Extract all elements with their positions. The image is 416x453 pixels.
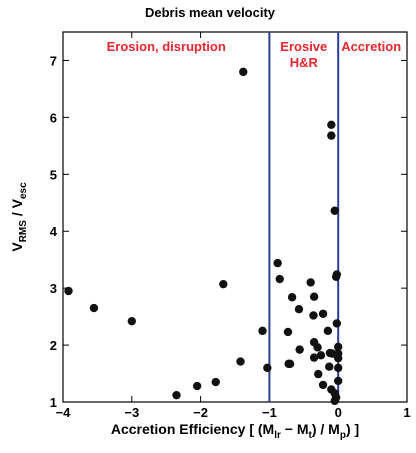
data-point [285, 359, 295, 369]
data-point [236, 357, 245, 366]
axes: −4 −3 −2 −1 0 1 1 2 3 4 5 6 7 [50, 31, 411, 420]
data-point [89, 303, 99, 313]
data-point [127, 316, 136, 326]
data-point [263, 363, 272, 373]
data-point [330, 396, 339, 406]
data-point [330, 206, 339, 215]
data-point [334, 342, 343, 351]
x-tick-label: 1 [403, 405, 410, 420]
data-point [287, 293, 297, 302]
data-point [327, 131, 336, 140]
data-point [295, 345, 304, 354]
data-point [309, 311, 318, 320]
x-tick-label: −3 [124, 405, 139, 420]
x-tick-label: −4 [56, 405, 72, 420]
region-boundaries [268, 32, 340, 402]
x-axis-label: Accretion Efficiency [ (Mlr − Mt) / Mp) … [111, 421, 359, 441]
y-tick-label: 7 [50, 53, 57, 68]
y-tick-label: 1 [50, 395, 57, 410]
data-point [313, 343, 322, 352]
x-tick-label: 0 [335, 405, 342, 420]
data-point [318, 309, 328, 318]
data-point [332, 319, 342, 328]
data-point [323, 326, 333, 336]
data-point [314, 369, 323, 379]
data-point [64, 286, 73, 296]
data-point [331, 272, 341, 281]
x-tick-label: −2 [193, 405, 208, 420]
data-point [275, 274, 284, 284]
y-tick-label: 6 [50, 110, 57, 125]
data-point [192, 381, 202, 391]
region-label: Accretion [341, 39, 401, 54]
data-point [334, 353, 343, 363]
data-point [327, 120, 336, 129]
data-point [309, 292, 319, 301]
region-label-line2: H&R [290, 55, 319, 70]
x-tick-label: −1 [262, 405, 277, 420]
chart-title: Debris mean velocity [145, 5, 276, 20]
data-point [325, 362, 334, 371]
region-label: Erosive [280, 39, 327, 54]
data-point [309, 353, 319, 362]
plot-frame [62, 31, 408, 403]
y-tick-label: 4 [50, 224, 58, 239]
data-point [219, 279, 228, 289]
data-point [306, 278, 315, 287]
y-tick-label: 2 [50, 338, 57, 353]
data-points [64, 67, 343, 406]
y-axis-label: VRMS / Vesc [9, 182, 29, 252]
data-point [172, 390, 181, 400]
data-point [318, 380, 328, 390]
y-tick-label: 5 [50, 167, 57, 182]
data-point [334, 376, 343, 386]
data-point [273, 258, 282, 268]
data-point [239, 67, 248, 77]
data-point [211, 377, 220, 387]
y-tick-label: 3 [50, 281, 57, 296]
data-point [258, 326, 267, 336]
data-point [316, 351, 326, 360]
axis-labels: Accretion Efficiency [ (Mlr − Mt) / Mp) … [9, 182, 359, 441]
data-point [283, 327, 293, 337]
data-point [294, 305, 304, 314]
data-point [334, 363, 343, 373]
region-label: Erosion, disruption [107, 39, 226, 54]
